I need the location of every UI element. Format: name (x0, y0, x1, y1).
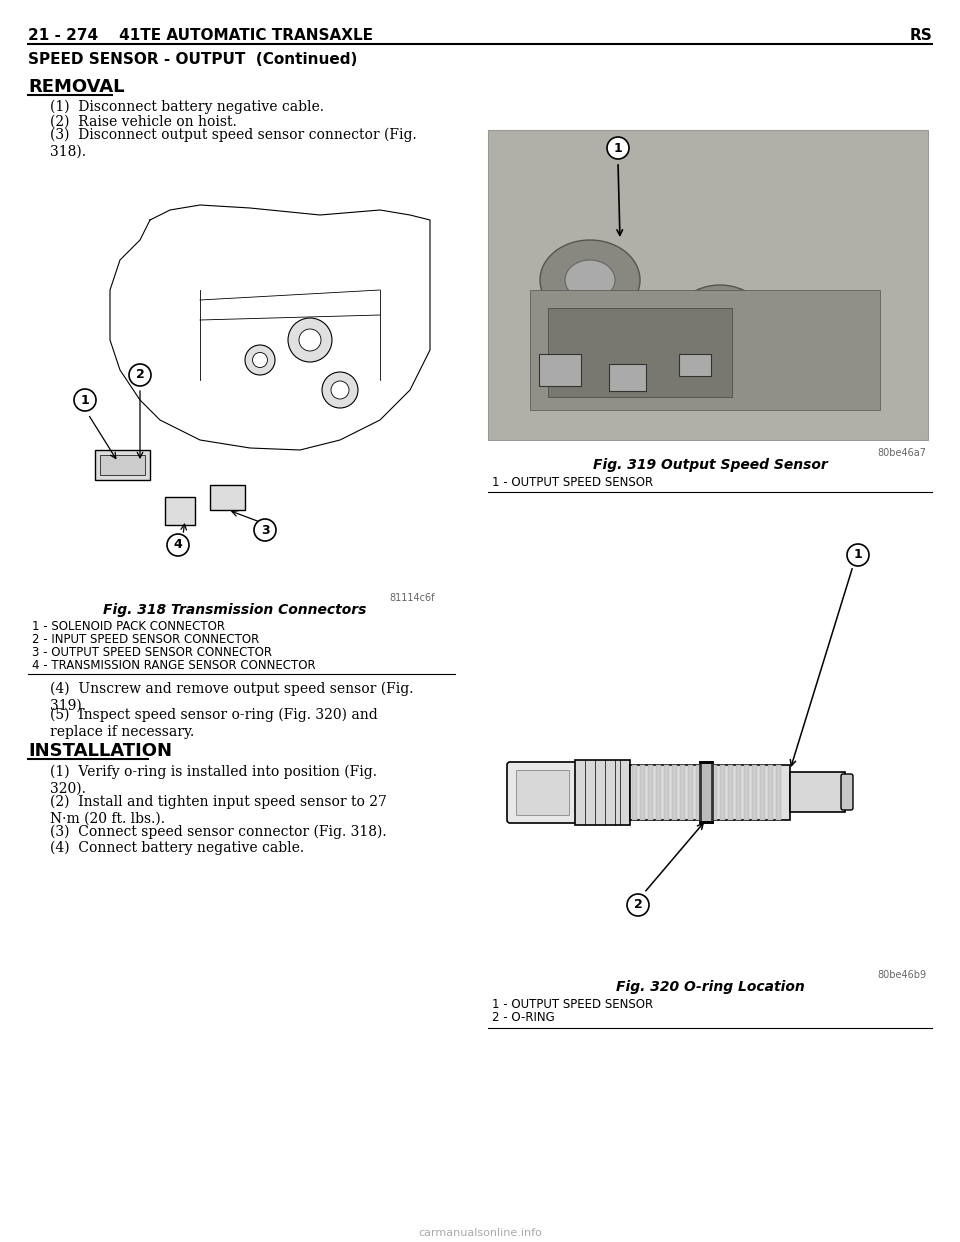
FancyBboxPatch shape (632, 765, 637, 820)
FancyBboxPatch shape (752, 765, 757, 820)
FancyBboxPatch shape (680, 765, 685, 820)
Ellipse shape (698, 303, 742, 338)
Text: 4 - TRANSMISSION RANGE SENSOR CONNECTOR: 4 - TRANSMISSION RANGE SENSOR CONNECTOR (32, 660, 316, 672)
Text: (4)  Unscrew and remove output speed sensor (Fig.
319).: (4) Unscrew and remove output speed sens… (50, 682, 414, 713)
Ellipse shape (805, 338, 835, 363)
Text: 1 - OUTPUT SPEED SENSOR: 1 - OUTPUT SPEED SENSOR (492, 999, 653, 1011)
FancyBboxPatch shape (736, 765, 741, 820)
Text: (3)  Disconnect output speed sensor connector (Fig.
318).: (3) Disconnect output speed sensor conne… (50, 128, 417, 159)
FancyBboxPatch shape (548, 308, 732, 397)
Ellipse shape (565, 260, 615, 301)
FancyBboxPatch shape (507, 763, 578, 823)
FancyBboxPatch shape (539, 354, 581, 386)
Text: Fig. 318 Transmission Connectors: Fig. 318 Transmission Connectors (104, 604, 367, 617)
FancyBboxPatch shape (609, 364, 646, 391)
FancyBboxPatch shape (720, 765, 725, 820)
Text: Fig. 320 O-ring Location: Fig. 320 O-ring Location (615, 980, 804, 994)
Ellipse shape (675, 284, 765, 355)
FancyBboxPatch shape (841, 774, 853, 810)
FancyBboxPatch shape (95, 450, 150, 479)
FancyBboxPatch shape (656, 765, 661, 820)
Text: (5)  Inspect speed sensor o-ring (Fig. 320) and
replace if necessary.: (5) Inspect speed sensor o-ring (Fig. 32… (50, 708, 377, 739)
FancyBboxPatch shape (640, 765, 645, 820)
FancyBboxPatch shape (664, 765, 669, 820)
FancyBboxPatch shape (728, 765, 733, 820)
Text: 1 - SOLENOID PACK CONNECTOR: 1 - SOLENOID PACK CONNECTOR (32, 620, 225, 633)
FancyBboxPatch shape (704, 765, 709, 820)
Circle shape (129, 364, 151, 386)
FancyBboxPatch shape (100, 455, 145, 474)
Text: 1 - OUTPUT SPEED SENSOR: 1 - OUTPUT SPEED SENSOR (492, 476, 653, 489)
Text: 2 - INPUT SPEED SENSOR CONNECTOR: 2 - INPUT SPEED SENSOR CONNECTOR (32, 633, 259, 646)
FancyBboxPatch shape (530, 289, 880, 410)
Text: 3: 3 (261, 523, 270, 537)
Text: (3)  Connect speed sensor connector (Fig. 318).: (3) Connect speed sensor connector (Fig.… (50, 825, 387, 840)
Circle shape (74, 389, 96, 411)
FancyBboxPatch shape (672, 765, 677, 820)
FancyBboxPatch shape (712, 765, 717, 820)
Text: (2)  Raise vehicle on hoist.: (2) Raise vehicle on hoist. (50, 116, 237, 129)
Text: 2: 2 (135, 369, 144, 381)
Text: carmanualsonline.info: carmanualsonline.info (418, 1228, 542, 1238)
FancyBboxPatch shape (679, 354, 711, 376)
Text: RS: RS (909, 29, 932, 43)
Text: 80be46a7: 80be46a7 (877, 448, 926, 458)
Text: (4)  Connect battery negative cable.: (4) Connect battery negative cable. (50, 841, 304, 856)
Text: (1)  Disconnect battery negative cable.: (1) Disconnect battery negative cable. (50, 101, 324, 114)
Circle shape (252, 353, 268, 368)
FancyBboxPatch shape (488, 130, 928, 440)
FancyBboxPatch shape (790, 773, 845, 812)
FancyBboxPatch shape (768, 765, 773, 820)
FancyBboxPatch shape (648, 765, 653, 820)
Circle shape (167, 534, 189, 556)
Text: Fig. 319 Output Speed Sensor: Fig. 319 Output Speed Sensor (592, 458, 828, 472)
FancyBboxPatch shape (744, 765, 749, 820)
Text: 2: 2 (634, 898, 642, 912)
Circle shape (245, 345, 275, 375)
FancyBboxPatch shape (776, 765, 781, 820)
Text: 81114c6f: 81114c6f (390, 592, 435, 604)
Text: 1: 1 (853, 549, 862, 561)
Circle shape (322, 373, 358, 409)
FancyBboxPatch shape (575, 760, 630, 825)
Text: 1: 1 (613, 142, 622, 154)
Text: 4: 4 (174, 539, 182, 551)
FancyBboxPatch shape (696, 765, 701, 820)
FancyBboxPatch shape (516, 770, 569, 815)
FancyBboxPatch shape (165, 497, 195, 525)
Text: (2)  Install and tighten input speed sensor to 27
N·m (20 ft. lbs.).: (2) Install and tighten input speed sens… (50, 795, 387, 826)
Text: 1: 1 (81, 394, 89, 406)
Text: 80be46b9: 80be46b9 (876, 970, 926, 980)
FancyBboxPatch shape (760, 765, 765, 820)
FancyBboxPatch shape (210, 484, 245, 510)
Circle shape (847, 544, 869, 566)
FancyBboxPatch shape (688, 765, 693, 820)
Text: INSTALLATION: INSTALLATION (28, 741, 172, 760)
FancyBboxPatch shape (700, 763, 712, 822)
Circle shape (288, 318, 332, 361)
Text: (1)  Verify o-ring is installed into position (Fig.
320).: (1) Verify o-ring is installed into posi… (50, 765, 377, 796)
Circle shape (627, 894, 649, 917)
Text: 3 - OUTPUT SPEED SENSOR CONNECTOR: 3 - OUTPUT SPEED SENSOR CONNECTOR (32, 646, 272, 660)
Circle shape (331, 381, 349, 399)
Circle shape (607, 137, 629, 159)
Text: SPEED SENSOR - OUTPUT  (Continued): SPEED SENSOR - OUTPUT (Continued) (28, 52, 357, 67)
Text: 2 - O-RING: 2 - O-RING (492, 1011, 555, 1023)
FancyBboxPatch shape (630, 765, 790, 820)
Circle shape (299, 329, 321, 351)
Circle shape (254, 519, 276, 542)
Ellipse shape (790, 325, 850, 375)
Text: REMOVAL: REMOVAL (28, 78, 125, 96)
FancyBboxPatch shape (488, 520, 928, 970)
Ellipse shape (540, 240, 640, 320)
Text: 21 - 274    41TE AUTOMATIC TRANSAXLE: 21 - 274 41TE AUTOMATIC TRANSAXLE (28, 29, 373, 43)
